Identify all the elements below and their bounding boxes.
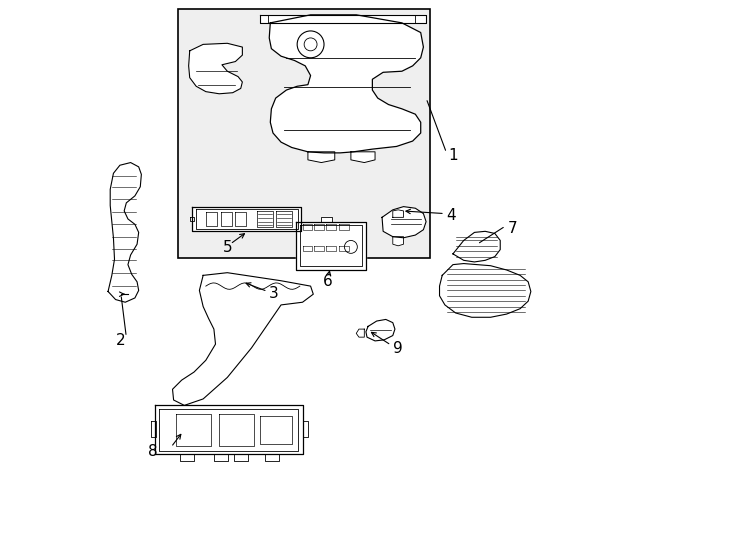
Text: 1: 1	[448, 147, 458, 163]
Polygon shape	[189, 43, 242, 94]
Polygon shape	[453, 231, 501, 262]
Polygon shape	[233, 454, 248, 461]
Polygon shape	[393, 237, 404, 246]
Text: 4: 4	[446, 208, 456, 223]
Polygon shape	[296, 221, 366, 270]
Polygon shape	[393, 210, 404, 218]
Text: 9: 9	[393, 341, 402, 356]
Polygon shape	[356, 329, 364, 337]
Polygon shape	[382, 207, 426, 238]
Text: 8: 8	[148, 444, 157, 459]
Text: 6: 6	[323, 274, 333, 289]
Polygon shape	[155, 406, 302, 454]
Polygon shape	[192, 207, 302, 231]
Polygon shape	[172, 273, 313, 406]
Polygon shape	[440, 264, 531, 318]
Polygon shape	[260, 15, 426, 23]
Text: 5: 5	[223, 240, 233, 255]
Polygon shape	[351, 152, 375, 163]
Polygon shape	[214, 454, 228, 461]
Text: 3: 3	[269, 286, 279, 301]
Polygon shape	[321, 218, 332, 221]
Polygon shape	[180, 454, 194, 461]
Polygon shape	[265, 454, 279, 461]
Polygon shape	[308, 152, 335, 163]
Polygon shape	[189, 218, 194, 220]
Text: 2: 2	[115, 333, 126, 348]
Polygon shape	[151, 422, 156, 436]
FancyBboxPatch shape	[178, 9, 430, 258]
Polygon shape	[108, 163, 142, 302]
Polygon shape	[269, 15, 424, 153]
Polygon shape	[302, 422, 308, 436]
Text: 7: 7	[508, 221, 517, 235]
Polygon shape	[366, 320, 395, 341]
